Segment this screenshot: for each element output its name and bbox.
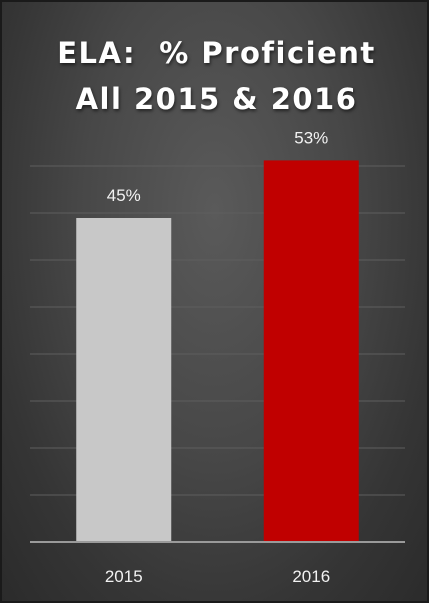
data-label-2016: 53% (294, 128, 328, 147)
x-tick-label-2016: 2016 (292, 567, 330, 586)
chart-title: ELA: % Proficient All 2015 & 2016 (2, 30, 429, 122)
chart-title-line-2: All 2015 & 2016 (75, 82, 358, 116)
bar-2016 (263, 160, 359, 542)
data-label-2015: 45% (107, 186, 141, 205)
bar-2015 (76, 218, 172, 542)
chart-title-line-1: ELA: % Proficient (57, 36, 376, 70)
x-tick-label-2015: 2015 (105, 567, 143, 586)
